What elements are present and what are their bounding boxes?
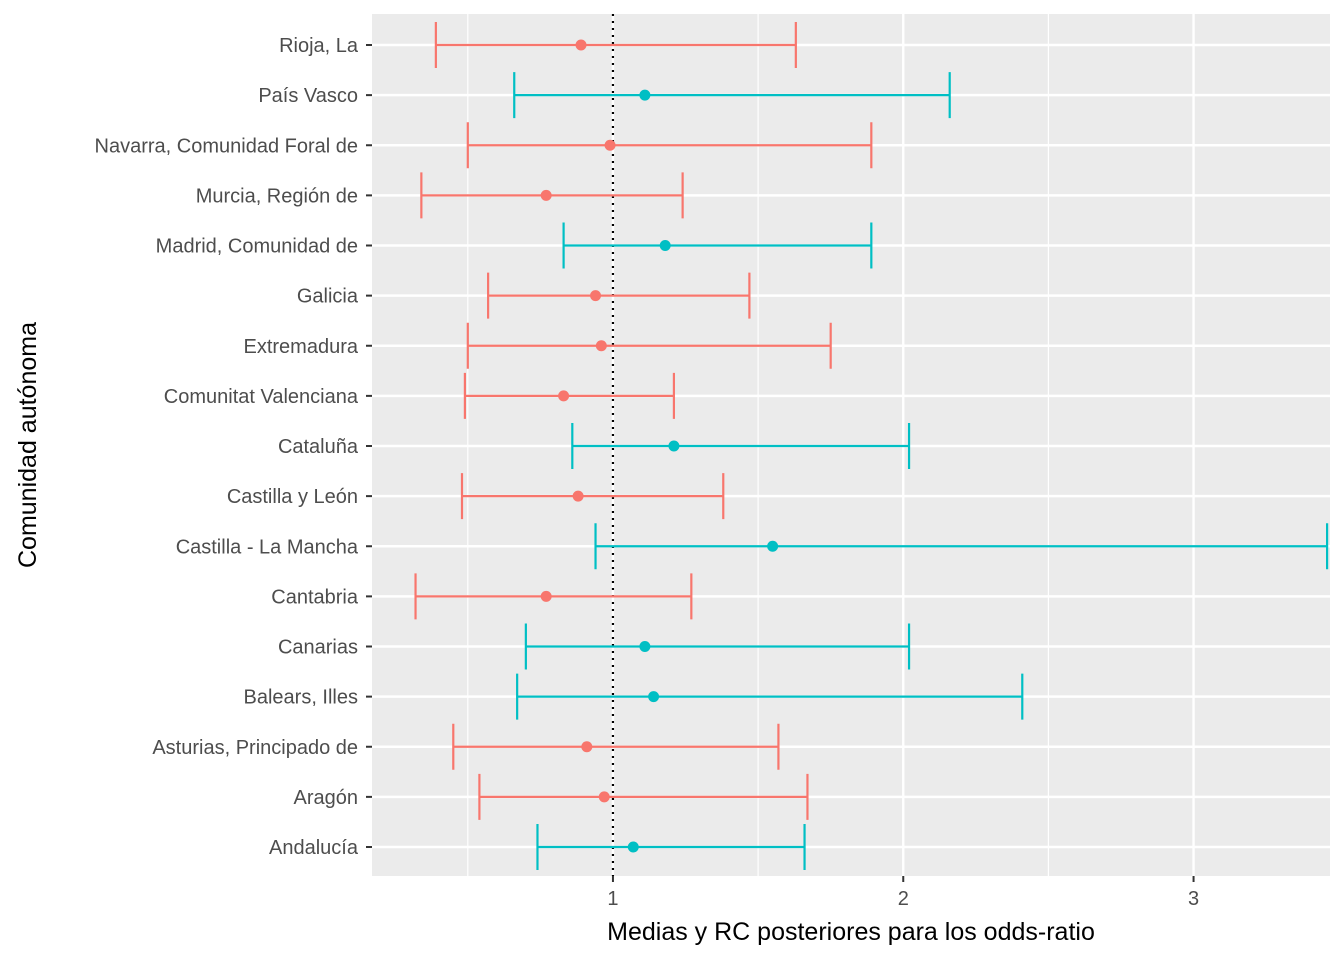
- mean-point: [604, 139, 616, 151]
- errorbar-group: [466, 322, 832, 369]
- errorbar-group: [524, 623, 911, 670]
- errorbar-group: [460, 473, 725, 520]
- errorbar-group: [513, 72, 951, 119]
- mean-point: [659, 240, 671, 251]
- errorbar-group: [516, 673, 1024, 720]
- y-axis-title: Comunidad autónoma: [14, 322, 42, 568]
- errorbar-group: [414, 573, 693, 620]
- mean-point: [575, 39, 587, 51]
- y-tick-label: Murcia, Región de: [196, 185, 358, 207]
- y-tick-label: Andalucía: [269, 837, 359, 859]
- x-axis: 1 2 3: [607, 876, 1199, 910]
- errorbar-group: [594, 523, 1329, 570]
- y-axis: Andalucía Aragón Asturias, Principado de Ba…: [95, 35, 372, 859]
- mean-point: [590, 290, 602, 302]
- errorbar-group: [420, 172, 684, 219]
- mean-point: [767, 540, 779, 552]
- errorbar-group: [466, 122, 873, 169]
- errorbar-group: [463, 372, 676, 419]
- errorbar-group: [434, 22, 797, 68]
- y-tick-label: Navarra, Comunidad Foral de: [95, 135, 358, 157]
- errorbar-group: [562, 222, 873, 269]
- y-tick-label: Aragón: [294, 787, 359, 809]
- x-tick-label: 3: [1188, 888, 1199, 910]
- mean-point: [540, 590, 552, 602]
- mean-point: [639, 89, 651, 101]
- x-axis-title: Medias y RC posteriores para los odds-ra…: [607, 918, 1095, 946]
- y-tick-label: País Vasco: [258, 85, 358, 107]
- mean-point: [540, 189, 552, 201]
- y-tick-label: Balears, Illes: [244, 687, 359, 709]
- y-tick-label: Galicia: [297, 286, 359, 308]
- y-tick-label: Cantabria: [271, 586, 359, 608]
- mean-point: [595, 340, 607, 352]
- errorbar-group: [452, 723, 780, 770]
- errorbar-group: [487, 272, 751, 319]
- mean-point: [598, 791, 610, 803]
- mean-point: [627, 841, 639, 853]
- mean-point: [581, 741, 593, 753]
- y-tick-label: Rioja, La: [279, 35, 359, 57]
- errorbar-group: [571, 423, 911, 469]
- y-tick-label: Madrid, Comunidad de: [156, 236, 358, 258]
- mean-point: [639, 641, 651, 652]
- mean-point: [558, 390, 570, 402]
- mean-point: [668, 440, 680, 452]
- y-tick-label: Castilla y León: [227, 486, 358, 508]
- mean-point: [572, 490, 584, 502]
- x-tick-label: 2: [898, 888, 909, 910]
- x-tick-label: 1: [607, 888, 618, 910]
- y-tick-label: Asturias, Principado de: [152, 737, 358, 759]
- data-marks: [414, 22, 1329, 870]
- y-tick-label: Comunitat Valenciana: [164, 386, 359, 408]
- y-tick-label: Extremadura: [244, 336, 359, 358]
- y-tick-label: Castilla - La Mancha: [176, 536, 359, 558]
- y-tick-label: Cataluña: [278, 436, 359, 458]
- y-tick-label: Canarias: [278, 637, 358, 659]
- errorbar-group: [478, 773, 809, 820]
- errorbar-group: [536, 824, 806, 870]
- mean-point: [648, 691, 660, 703]
